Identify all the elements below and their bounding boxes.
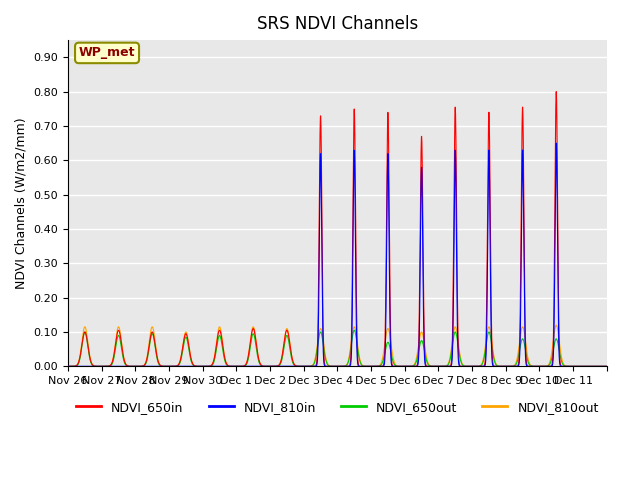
- Legend: NDVI_650in, NDVI_810in, NDVI_650out, NDVI_810out: NDVI_650in, NDVI_810in, NDVI_650out, NDV…: [71, 396, 604, 419]
- Text: WP_met: WP_met: [79, 47, 135, 60]
- Title: SRS NDVI Channels: SRS NDVI Channels: [257, 15, 418, 33]
- Y-axis label: NDVI Channels (W/m2/mm): NDVI Channels (W/m2/mm): [15, 118, 28, 289]
